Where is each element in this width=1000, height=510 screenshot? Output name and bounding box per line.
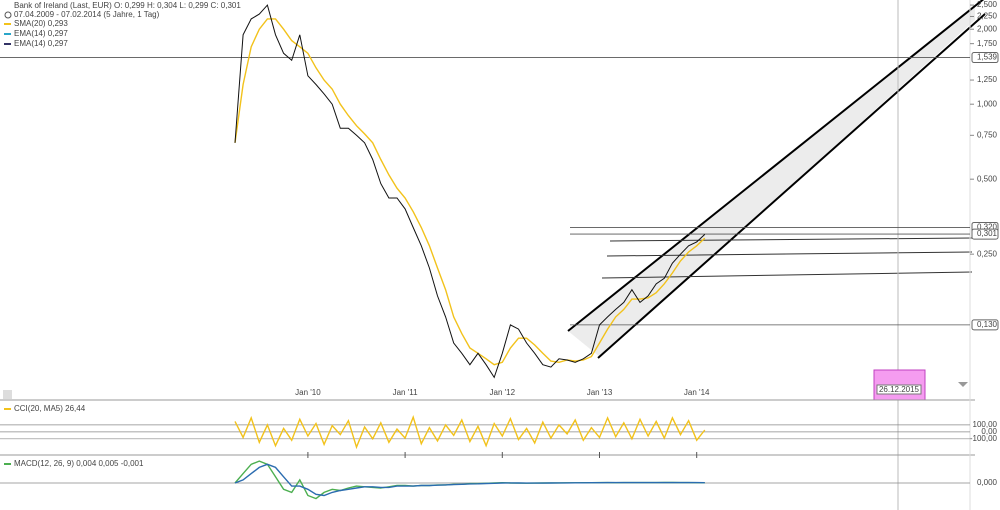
level-label: 0,130 xyxy=(977,320,998,329)
level-label: 0,301 xyxy=(977,229,998,238)
clock-icon xyxy=(4,11,12,19)
legend-entry: EMA(14) 0,297 xyxy=(14,29,68,38)
y-tick-label: 0,00 xyxy=(981,427,997,436)
series-line xyxy=(234,460,705,500)
trend-line xyxy=(601,271,973,279)
date-marker-label-bg xyxy=(876,384,922,395)
chart-title: Bank of Ireland (Last, EUR) O: 0,299 H: … xyxy=(14,1,241,10)
add-button[interactable] xyxy=(3,390,12,399)
y-tick-label: 100,00 xyxy=(973,420,998,429)
chart-subtitle: 07.04.2009 - 07.02.2014 (5 Jahre, 1 Tag) xyxy=(14,10,160,19)
y-tick-label: 2,500 xyxy=(977,0,998,9)
legend-entry: EMA(14) 0,297 xyxy=(14,39,68,48)
y-tick-label: -100,00 xyxy=(970,434,998,443)
x-tick-label: Jan '12 xyxy=(490,388,516,397)
level-label: 0,320 xyxy=(977,223,998,232)
y-tick-label: 0,000 xyxy=(977,478,998,487)
series-line xyxy=(234,4,706,379)
trend-line xyxy=(606,251,973,257)
channel-lower xyxy=(597,13,986,359)
panel-title: CCI(20, MA5) 26,44 xyxy=(14,404,86,413)
date-marker: 26.12.2015 xyxy=(879,385,920,394)
y-tick-label: 2,250 xyxy=(977,12,998,21)
level-box xyxy=(971,52,999,64)
y-tick-label: 2,000 xyxy=(977,24,998,33)
panel-title: MACD(12, 26, 9) 0,004 0,005 -0,001 xyxy=(14,459,144,468)
y-tick-label: 0,750 xyxy=(977,130,998,139)
channel-upper xyxy=(567,0,985,332)
level-label: 1,539 xyxy=(977,53,998,62)
x-tick-label: Jan '13 xyxy=(587,388,613,397)
x-tick-label: Jan '14 xyxy=(684,388,710,397)
x-tick-label: Jan '11 xyxy=(393,388,419,397)
trend-line xyxy=(609,237,973,242)
level-box xyxy=(971,319,999,331)
level-box xyxy=(971,228,999,240)
series-line xyxy=(234,18,706,366)
y-tick-label: 0,250 xyxy=(977,249,998,258)
y-tick-label: 1,000 xyxy=(977,99,998,108)
y-tick-label: 1,250 xyxy=(977,75,998,84)
y-tick-label: 0,500 xyxy=(977,174,998,183)
x-tick-label: Jan '10 xyxy=(295,388,321,397)
legend-entry: SMA(20) 0,293 xyxy=(14,19,68,28)
series-line xyxy=(234,415,706,450)
series-line xyxy=(234,463,705,497)
y-tick-label: 1,750 xyxy=(977,39,998,48)
scroll-arrow[interactable] xyxy=(958,382,968,387)
